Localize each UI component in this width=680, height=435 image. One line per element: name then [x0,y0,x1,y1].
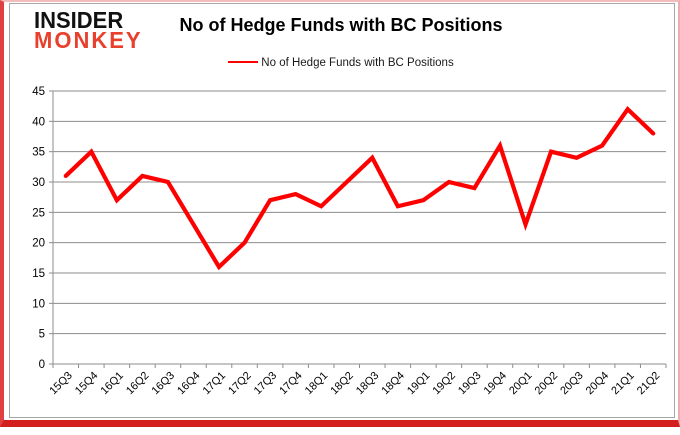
y-axis-label: 40 [32,116,45,128]
y-axis-label: 5 [39,329,45,341]
logo-text-monkey: MONKEY [34,26,143,54]
y-axis-label: 10 [32,298,45,310]
x-axis-label: 17Q2 [226,370,254,398]
logo-text-insider: INSIDER [34,6,124,34]
x-axis-label: 17Q4 [277,370,305,398]
x-axis-label: 19Q3 [456,370,484,398]
x-axis-label: 20Q3 [558,370,586,398]
y-axis-label: 15 [32,268,45,280]
x-axis-label: 16Q4 [175,370,203,398]
x-axis-label: 15Q3 [47,370,75,398]
y-axis-label: 25 [32,207,45,219]
x-axis-label: 18Q3 [354,370,382,398]
x-axis-label: 15Q4 [73,370,101,398]
x-axis-label: 18Q4 [379,370,407,398]
y-axis-label: 20 [32,238,45,250]
x-axis-label: 20Q4 [584,370,612,398]
chart-title: No of Hedge Funds with BC Positions [179,15,503,35]
insider-monkey-logo: INSIDER MONKEY [34,6,143,54]
legend-line-swatch [228,60,259,63]
x-axis-label: 17Q3 [252,370,280,398]
line-chart-canvas: 0 5 10 15 20 25 30 35 40 45 15Q315Q416Q116Q216Q316… [32,86,667,398]
legend-label: No of Hedge Funds with BC Positions [261,57,454,69]
legend: No of Hedge Funds with BC Positions [4,57,678,69]
y-axis-label: 30 [32,177,45,189]
y-axis-label: 0 [39,359,45,371]
x-axis-label: 18Q1 [303,370,331,398]
x-axis-label: 19Q1 [405,370,433,398]
x-axis-label: 19Q2 [430,370,458,398]
x-axis-label: 18Q2 [328,370,356,398]
x-axis-label: 16Q2 [124,370,152,398]
series-line [63,105,656,271]
y-axis-label: 35 [32,147,45,159]
x-axis-label: 20Q2 [533,370,561,398]
x-axis-label: 16Q3 [150,370,178,398]
x-axis-label: 17Q1 [201,370,229,398]
x-axis-label: 21Q1 [609,370,637,398]
y-axis-label: 45 [32,86,45,98]
chart-frame [9,3,675,418]
x-axis-label: 19Q4 [482,370,510,398]
x-axis-label: 21Q2 [635,370,663,398]
x-axis-label: 20Q1 [507,370,535,398]
x-axis-label: 16Q1 [98,370,126,398]
